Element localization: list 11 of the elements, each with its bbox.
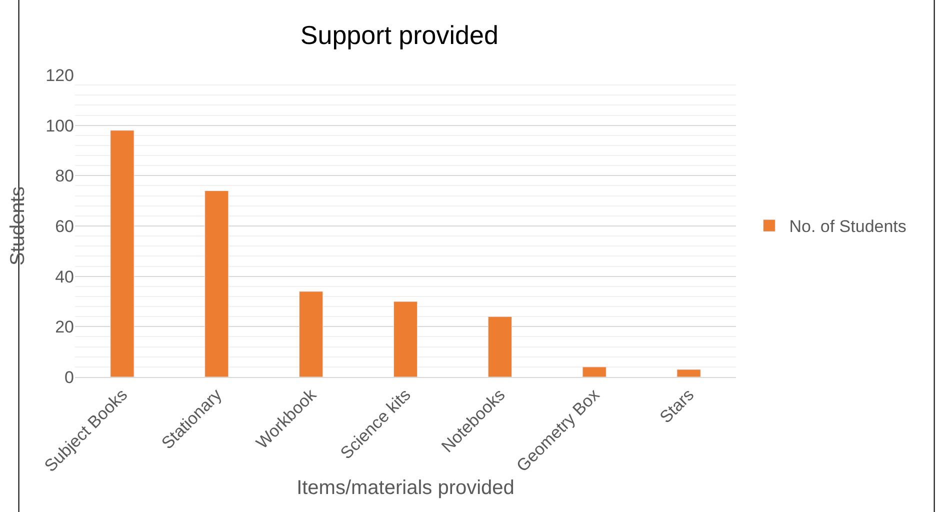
x-axis-title: Items/materials provided: [296, 477, 514, 500]
y-tick-label: 100: [46, 116, 74, 136]
chart-title: Support provided: [300, 20, 498, 50]
y-tick-label: 40: [55, 267, 74, 286]
y-tick-label: 60: [55, 216, 74, 236]
y-tick-label: 80: [55, 166, 74, 186]
legend-label: No. of Students: [789, 217, 906, 236]
y-tick-label: 20: [55, 318, 74, 337]
y-tick-label: 120: [46, 66, 74, 85]
y-tick-label: 0: [64, 368, 74, 387]
y-axis-title: Students: [7, 186, 30, 266]
